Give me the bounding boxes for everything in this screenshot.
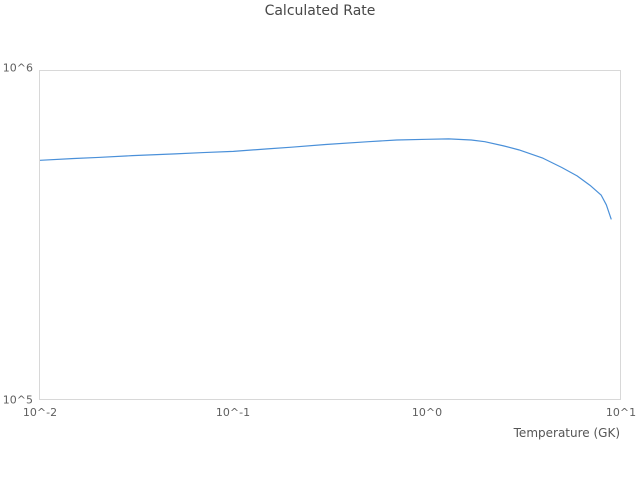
y-tick-label-1e6: 10^6 <box>2 61 33 75</box>
rate-curve-svg <box>40 138 612 220</box>
rate-curve <box>40 138 612 220</box>
y-tick-label-1e5: 10^5 <box>2 393 33 407</box>
chart-title: Calculated Rate <box>264 3 376 19</box>
x-axis-label: Temperature (GK) <box>513 426 620 440</box>
x-tick-label-1e0: 10^0 <box>411 406 443 419</box>
plot-area <box>39 70 621 400</box>
x-tick-label-1e-1: 10^-1 <box>215 406 251 419</box>
x-tick-label-1e1: 10^1 <box>605 406 637 419</box>
x-tick-label-1e-2: 10^-2 <box>22 406 58 419</box>
